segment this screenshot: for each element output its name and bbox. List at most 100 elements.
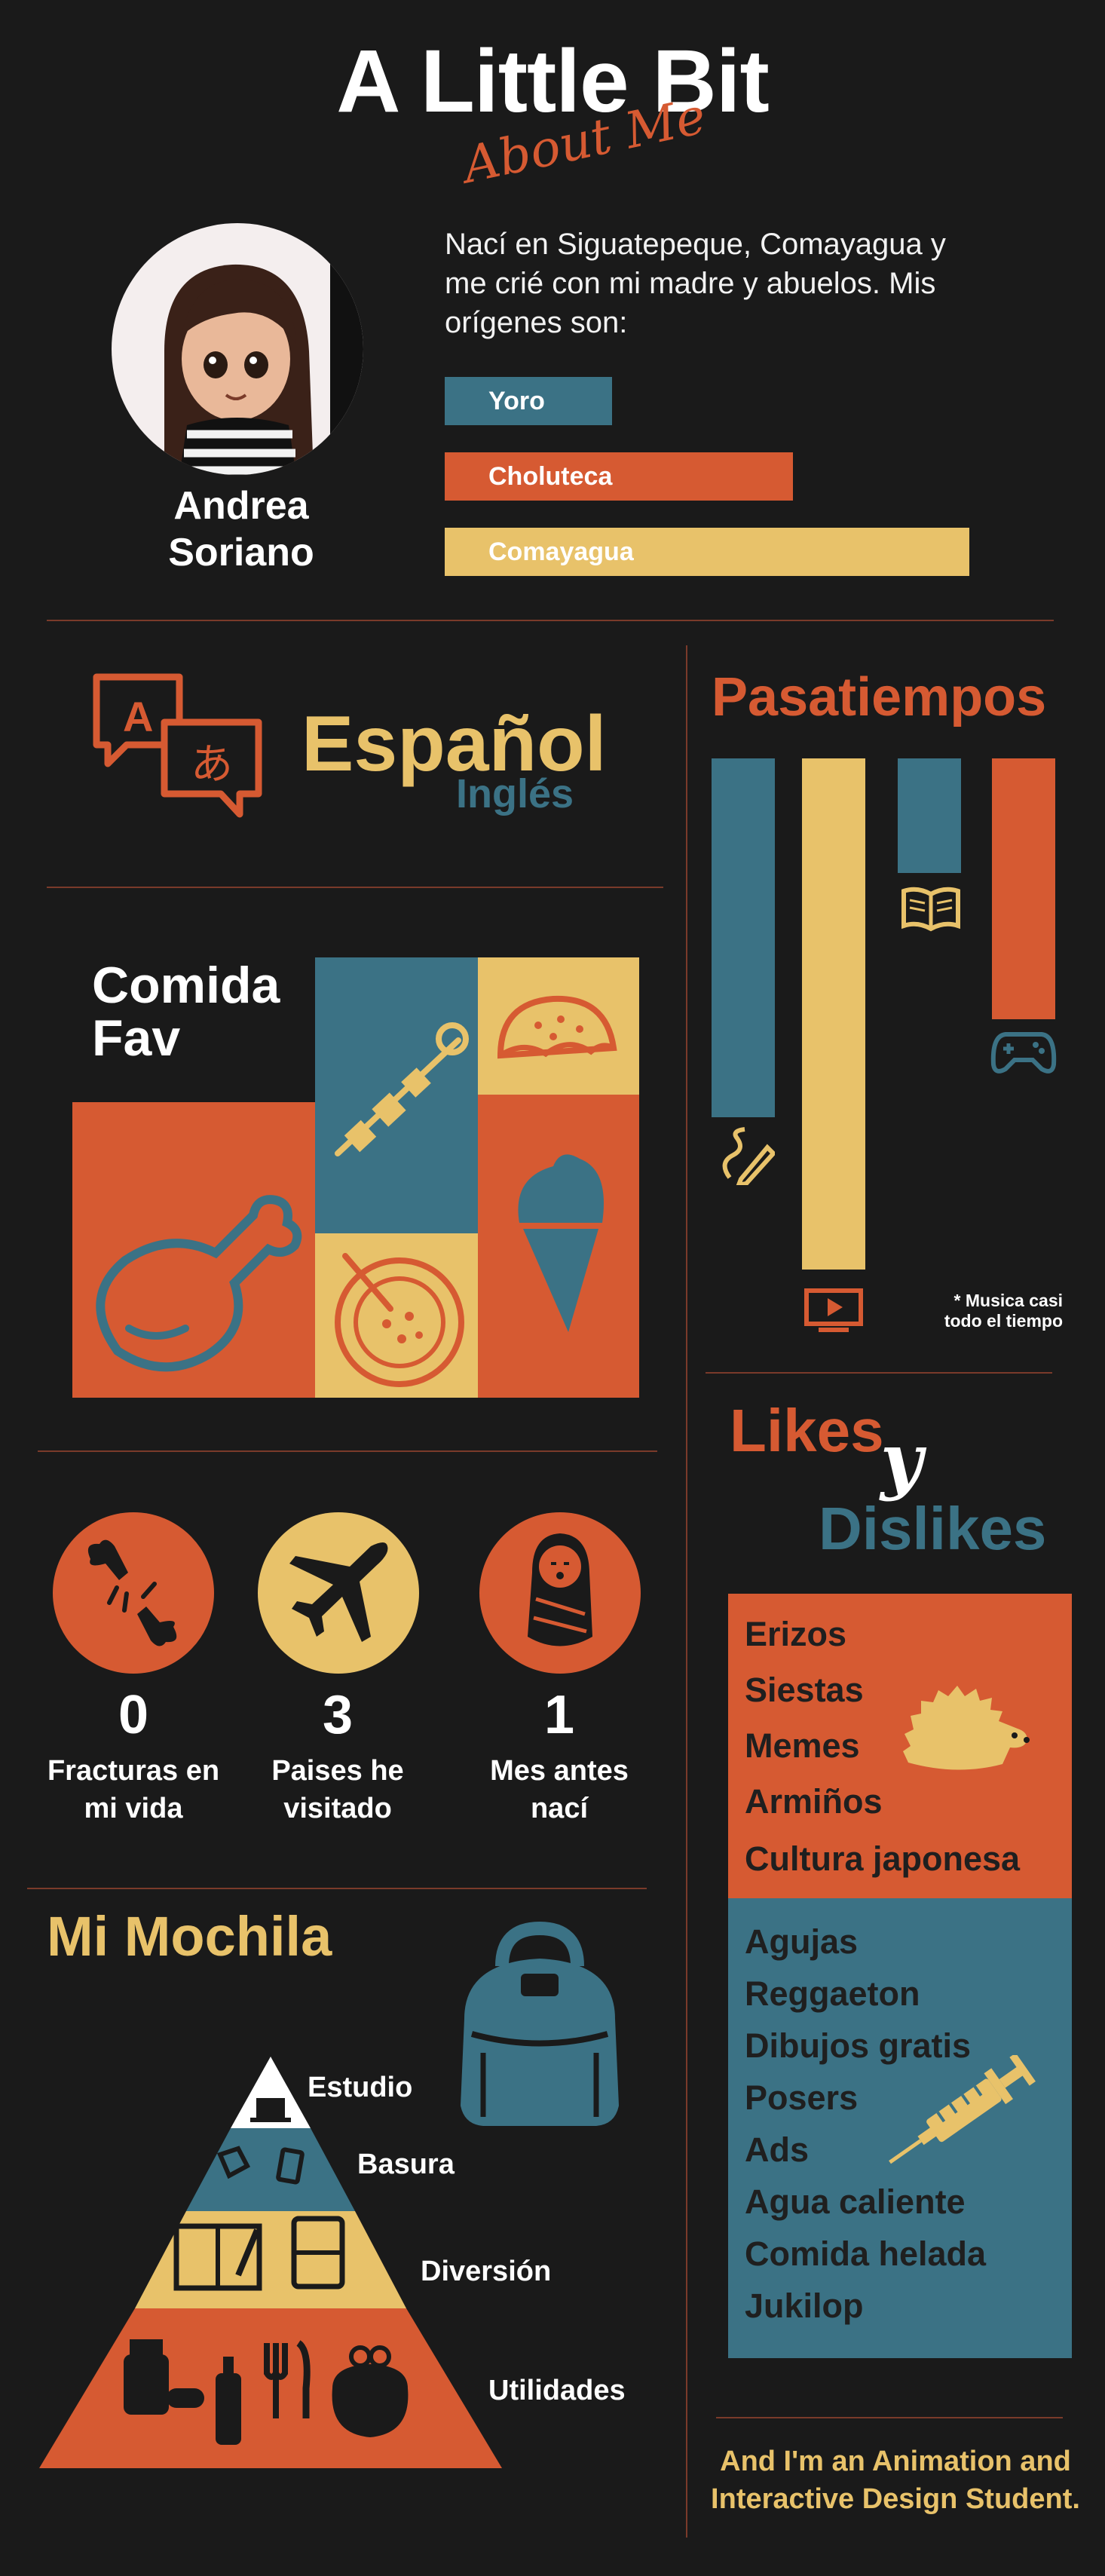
food-title: Comida Fav [92,959,280,1064]
page-title: A Little Bit [336,32,770,131]
dislikes-item: Agua caliente [745,2182,966,2221]
dislikes-item: Ads [745,2130,810,2169]
origin-bar-yoro: Yoro [445,377,612,425]
music-note-line: * Musica casi [953,1291,1063,1310]
music-note: * Musica casi todo el tiempo [905,1291,1063,1331]
origin-bar-choluteca: Choluteca [445,452,793,501]
likes-title-y: y [880,1417,923,1502]
hobby-bar-reading [898,758,961,873]
divider [38,1450,657,1452]
soup-bowl-icon [335,1253,464,1387]
likes-item: Siestas [745,1671,864,1709]
divider [47,887,663,888]
dislikes-item: Jukilop [745,2287,864,2325]
divider [706,1372,1052,1374]
column-divider [686,645,687,2538]
language-primary: Español [302,700,607,788]
name-first: Andrea [173,484,309,528]
likes-item: Memes [745,1726,860,1765]
origin-bar-comayagua: Comayagua [445,528,969,576]
pyramid-label-utilities: Utilidades [488,2375,626,2406]
dislikes-panel [728,1898,1072,2358]
book-icon [901,884,961,932]
stat-label-fractures: Fracturas en mi vida [20,1752,246,1827]
profile-name: Andrea Soriano [106,482,377,576]
food-tile-skewer [315,957,478,1233]
dislikes-item: Dibujos gratis [745,2026,972,2065]
backpack-pyramid [35,2057,507,2468]
dislikes-item: Posers [745,2078,859,2117]
skewer-icon [335,1022,469,1156]
pyramid-label-trash: Basura [357,2149,455,2180]
intro-text: Nací en Siguatepeque, Comayagua y me cri… [445,228,946,339]
dislikes-item: Comida helada [745,2234,987,2273]
stat-label-birth: Mes antes nací [446,1752,672,1827]
backpack-title: Mi Mochila [47,1905,332,1968]
spray-bottle-icon [216,2373,241,2445]
likes-title: Likes [730,1397,884,1464]
chicken-leg-icon [96,1195,302,1372]
stat-circle-fractures [53,1512,214,1674]
stat-label-line: Fracturas en [47,1755,220,1787]
pill-bottle-icon [124,2354,169,2415]
stat-circle-countries [258,1512,419,1674]
stat-label-line: mi vida [84,1793,183,1824]
translate-glyph-a: A [123,693,153,740]
dislikes-item: Reggaeton [745,1974,920,2013]
crumpled-paper-icon [216,2146,251,2179]
pyramid-label-study: Estudio [308,2072,413,2103]
food-title-line1: Comida [92,957,280,1014]
hobby-bar-video [802,758,865,1270]
card-icon [276,2147,305,2185]
translate-icon: A あ [89,669,262,820]
stat-number-birth: 1 [543,1685,575,1745]
food-title-line2: Fav [92,1009,181,1067]
footer-line: And I'm an Animation and [720,2446,1071,2477]
swaddled-baby-icon [528,1533,592,1646]
food-tile-chicken [72,1102,315,1398]
laptop-icon [256,2098,285,2118]
food-tile-taco [478,957,639,1095]
likes-item: Armiños [745,1782,883,1821]
stat-number-fractures: 0 [118,1685,149,1745]
stat-label-line: nací [530,1793,589,1824]
dislikes-item: Agujas [745,1922,859,1961]
hobby-bar-drawing [712,758,775,1117]
likes-item: Cultura japonesa [745,1839,1021,1878]
syringe-icon [882,2053,1048,2168]
stat-label-line: Paises he [271,1755,404,1787]
backpack-icon [449,1921,630,2132]
gamepad-icon [990,1027,1057,1078]
avatar-illustration-icon [164,223,363,475]
stat-label-line: Mes antes [490,1755,629,1787]
knife-icon [296,2340,311,2418]
translate-glyph-b: あ [191,740,233,789]
pencil-drawing-icon [715,1125,777,1189]
music-note-line: todo el tiempo [944,1311,1063,1331]
coin-purse-icon [332,2364,409,2437]
airplane-icon [289,1542,388,1642]
hobbies-title: Pasatiempos [712,667,1047,727]
broken-bone-icon [87,1539,177,1646]
pyramid-label-fun: Diversión [421,2256,552,2287]
video-play-icon [803,1288,864,1333]
footer-text: And I'm an Animation and Interactive Des… [699,2443,1091,2518]
stat-label-countries: Paises he visitado [225,1752,451,1827]
stat-circle-birth [479,1512,641,1674]
avatar [112,223,363,475]
ice-cream-icon [518,1154,604,1332]
dislikes-title: Dislikes [819,1495,1047,1562]
stat-number-countries: 3 [322,1685,354,1745]
food-tile-soup [315,1233,478,1398]
hobby-bar-gaming [992,758,1055,1019]
language-secondary: Inglés [456,771,574,816]
stat-label-line: visitado [283,1793,392,1824]
name-last: Soriano [168,531,314,574]
divider [47,620,1054,621]
divider [716,2417,1063,2418]
footer-line: Interactive Design Student. [711,2483,1080,2515]
hedgehog-icon [897,1680,1033,1778]
taco-icon [497,995,617,1059]
divider [27,1888,647,1889]
likes-item: Erizos [745,1615,847,1653]
